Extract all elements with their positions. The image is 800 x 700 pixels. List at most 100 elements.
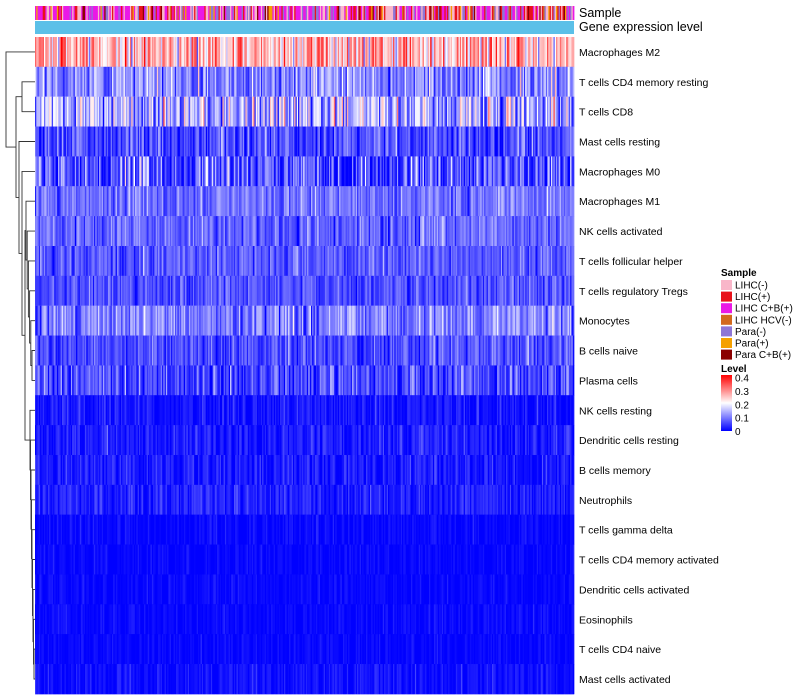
heatmap-cell [539, 216, 541, 247]
heatmap-cell [472, 216, 475, 247]
heatmap-cell [527, 37, 530, 68]
heatmap-cell [105, 216, 108, 247]
sample-annotation-cell [119, 6, 122, 20]
heatmap-cell [530, 216, 532, 247]
heatmap-cell [206, 275, 209, 307]
heatmap-cell [512, 96, 515, 127]
heatmap-cell [215, 186, 218, 217]
sample-annotation-cell [334, 6, 336, 20]
heatmap-cell [236, 305, 239, 336]
heatmap-cell [126, 246, 128, 277]
heatmap-cell [160, 66, 163, 98]
heatmap-cell [378, 66, 381, 98]
heatmap-cell [512, 66, 515, 98]
heatmap-cell [204, 156, 207, 187]
sample-annotation-cell [362, 6, 364, 20]
heatmap-cell [437, 335, 440, 366]
heatmap-cell [219, 96, 222, 127]
heatmap-cell [534, 156, 536, 187]
heatmap-cell [68, 126, 70, 157]
sample-annotation-cell [43, 6, 46, 20]
heatmap-cell [565, 186, 567, 217]
heatmap-cell [96, 96, 99, 127]
sample-annotation-cell [154, 6, 157, 20]
heatmap-cell [292, 335, 295, 366]
heatmap-cell [403, 275, 405, 307]
heatmap-cell [246, 96, 249, 127]
heatmap-cell [523, 305, 526, 336]
heatmap-cell [140, 275, 142, 307]
heatmap-cell [110, 126, 113, 157]
heatmap-cell [72, 186, 74, 217]
sample-annotation-cell [363, 6, 366, 20]
heatmap-cell [337, 275, 340, 307]
heatmap-cell [253, 305, 255, 336]
heatmap-cell [258, 275, 260, 307]
heatmap-cell [359, 216, 362, 247]
heatmap-cell [55, 156, 58, 187]
heatmap-cell [381, 156, 384, 187]
heatmap-cell [572, 305, 575, 336]
heatmap-cell [217, 126, 219, 157]
heatmap-cell [420, 66, 422, 98]
heatmap-cell [504, 305, 507, 336]
heatmap-cell [450, 126, 453, 157]
heatmap-cell [37, 246, 40, 277]
heatmap-cell [507, 275, 509, 307]
heatmap-cell [112, 186, 114, 217]
heatmap-cell [235, 156, 237, 187]
heatmap-cell [550, 96, 553, 127]
heatmap-cell [482, 305, 485, 336]
heatmap-cell [304, 246, 307, 277]
heatmap-cell [280, 186, 282, 217]
heatmap-cell [259, 216, 262, 247]
heatmap-cell [391, 275, 394, 307]
sample-annotation-cell [364, 6, 367, 20]
heatmap-cell [449, 96, 452, 127]
heatmap-cell [394, 335, 396, 366]
heatmap-cell [244, 37, 246, 68]
heatmap-cell [413, 66, 416, 98]
heatmap-cell [421, 37, 423, 68]
heatmap-cell [120, 186, 123, 217]
heatmap-cell [304, 156, 307, 187]
heatmap-cell [287, 126, 290, 157]
heatmap-cell [254, 186, 257, 217]
heatmap-cell [525, 96, 527, 127]
heatmap-cell [321, 305, 323, 336]
heatmap-cell [263, 96, 266, 127]
heatmap-cell [337, 96, 340, 127]
heatmap-cell [92, 156, 95, 187]
heatmap-cell [453, 335, 455, 366]
heatmap-cell [51, 96, 54, 127]
heatmap-cell [561, 126, 563, 157]
heatmap-cell [245, 335, 248, 366]
heatmap-cell [56, 37, 59, 68]
heatmap-cell [334, 186, 336, 217]
heatmap-cell [395, 126, 398, 157]
heatmap-cell [224, 216, 227, 247]
heatmap-cell [113, 66, 115, 98]
heatmap-cell [41, 156, 44, 187]
heatmap-cell [50, 156, 53, 187]
heatmap-cell [534, 96, 536, 127]
heatmap-cell [258, 216, 260, 247]
heatmap-cell [282, 246, 285, 277]
heatmap-cell [129, 275, 132, 307]
sample-annotation-cell [444, 6, 447, 20]
heatmap-cell [99, 335, 101, 366]
heatmap-cell [131, 216, 133, 247]
heatmap-cell [178, 156, 181, 187]
heatmap-cell [70, 335, 73, 366]
heatmap-cell [281, 126, 284, 157]
heatmap-cell [538, 66, 540, 98]
heatmap-cell [196, 275, 199, 307]
heatmap-cell [334, 216, 336, 247]
heatmap-cell [280, 156, 282, 187]
heatmap-cell [99, 96, 101, 127]
heatmap-cell [366, 216, 368, 247]
heatmap-cell [283, 275, 286, 307]
heatmap-cell [126, 186, 128, 217]
heatmap-cell [423, 246, 426, 277]
heatmap-cell [278, 66, 281, 98]
